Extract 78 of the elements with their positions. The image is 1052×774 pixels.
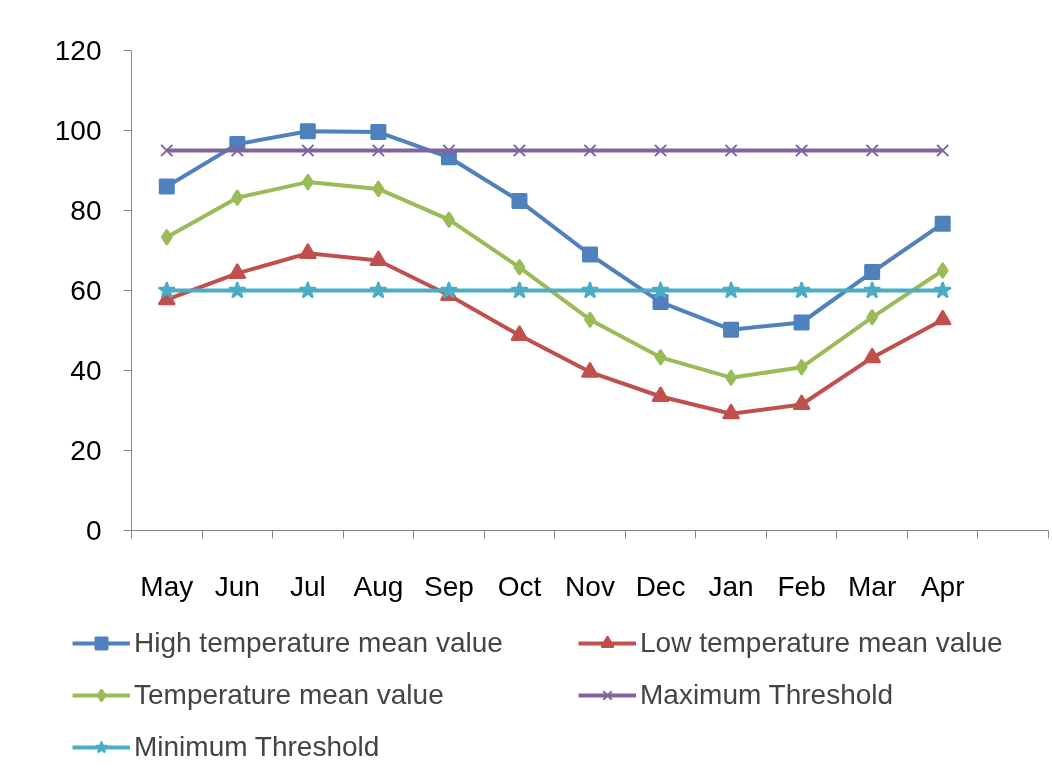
- legend-label: Temperature mean value: [134, 679, 445, 711]
- point: [231, 189, 244, 207]
- legend-label: High temperature mean value: [134, 627, 504, 659]
- point: [512, 143, 527, 158]
- point: [513, 258, 526, 276]
- point: [725, 369, 738, 387]
- point: [863, 347, 882, 364]
- point: [301, 143, 315, 158]
- point: [936, 143, 950, 158]
- point: [582, 246, 598, 263]
- x-tick-label: Dec: [635, 570, 686, 602]
- point: [369, 281, 388, 299]
- point: [510, 281, 529, 299]
- point: [724, 143, 738, 158]
- point: [370, 124, 387, 141]
- point: [158, 178, 175, 195]
- point: [866, 308, 879, 326]
- y-tick-label: 100: [54, 115, 102, 146]
- point: [723, 321, 740, 338]
- point: [651, 281, 670, 299]
- point: [371, 143, 386, 158]
- point: [795, 358, 808, 376]
- x-tick-label: Apr: [920, 570, 965, 602]
- point: [653, 143, 668, 158]
- point: [721, 281, 741, 299]
- point: [369, 250, 388, 267]
- point: [160, 143, 174, 158]
- y-tick-label: 120: [54, 35, 102, 66]
- x-tick-label: Oct: [497, 570, 542, 602]
- x-tick-label: Feb: [777, 570, 826, 602]
- point: [580, 281, 600, 299]
- x-tick-label: Mar: [848, 570, 897, 602]
- y-tick-label: 0: [85, 515, 102, 546]
- point: [298, 281, 317, 299]
- point: [722, 403, 741, 420]
- x-tick-label: Aug: [353, 570, 404, 602]
- point: [228, 263, 247, 279]
- point: [439, 281, 459, 299]
- point: [372, 180, 385, 198]
- y-tick-label: 40: [70, 355, 102, 386]
- y-tick-label: 20: [70, 435, 102, 466]
- point: [581, 361, 599, 378]
- point: [157, 281, 176, 299]
- point: [933, 309, 952, 326]
- x-tick-label: Jan: [708, 570, 754, 602]
- point: [510, 325, 529, 341]
- point: [865, 143, 879, 158]
- point: [160, 228, 173, 246]
- point: [792, 394, 811, 411]
- point: [301, 173, 314, 191]
- point: [511, 192, 528, 209]
- point: [442, 143, 456, 158]
- point: [792, 281, 811, 299]
- y-tick-label: 80: [70, 195, 102, 226]
- point: [228, 281, 247, 299]
- x-tick-label: Sep: [424, 570, 474, 602]
- point: [936, 262, 949, 279]
- x-tick-label: Jun: [214, 570, 260, 602]
- legend-label: Maximum Threshold: [640, 679, 895, 711]
- point: [442, 211, 455, 229]
- x-tick-label: May: [140, 570, 194, 602]
- point: [794, 143, 809, 158]
- point: [793, 314, 810, 331]
- y-tick-label: 60: [70, 275, 102, 306]
- point: [654, 348, 667, 366]
- point: [299, 123, 316, 140]
- point: [230, 143, 244, 158]
- point: [864, 264, 881, 281]
- legend-label: Low temperature mean value: [640, 627, 1004, 659]
- point: [863, 281, 882, 299]
- point: [651, 386, 670, 403]
- point: [298, 243, 317, 259]
- x-tick-label: Nov: [565, 570, 615, 602]
- point: [933, 281, 952, 299]
- legend-label: Minimum Threshold: [134, 731, 381, 763]
- x-tick-label: Jul: [289, 570, 326, 602]
- point: [934, 215, 951, 232]
- point: [583, 143, 597, 158]
